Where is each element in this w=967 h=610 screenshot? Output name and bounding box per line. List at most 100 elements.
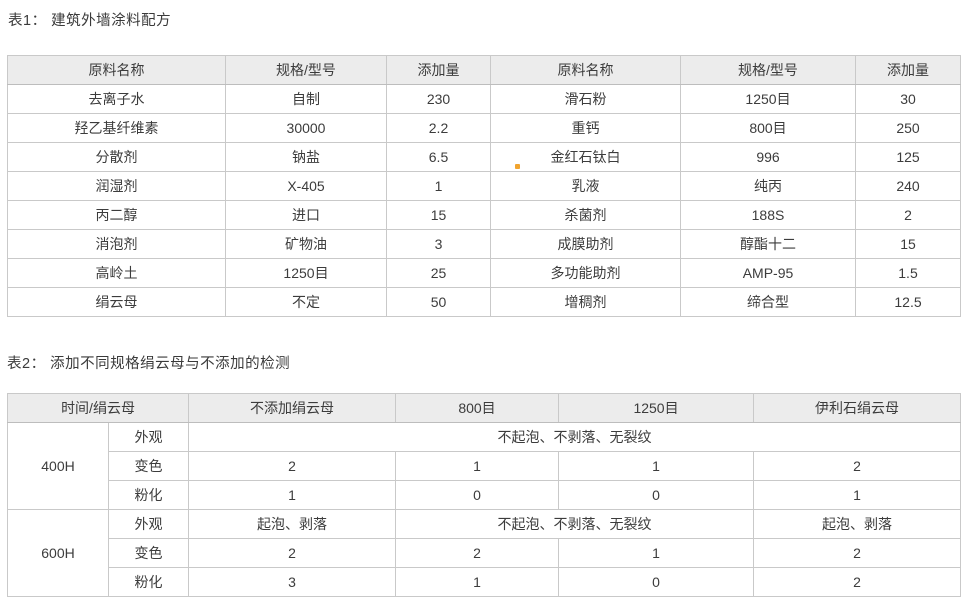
table1-cell: 不定: [225, 287, 387, 317]
table2-cell: 2: [188, 538, 397, 568]
formula-table-header-row: 原料名称 规格/型号 添加量 原料名称 规格/型号 添加量: [7, 55, 961, 85]
column-header: 时间/绢云母: [6, 393, 190, 423]
table1-cell: 30000: [225, 113, 387, 143]
table-row: 绢云母 不定 50 增稠剂 缔合型 12.5: [7, 287, 961, 317]
table-row: 400H 外观 不起泡、不剥落、无裂纹: [7, 422, 962, 510]
metric-label-cell: 外观: [107, 422, 190, 452]
table1-cell: 高岭土: [7, 258, 226, 288]
table1-cell: 1.5: [855, 258, 961, 288]
table2-cell: 起泡、剥落: [753, 509, 962, 539]
table1-cell: 多功能助剂: [490, 258, 681, 288]
table1-cell: 240: [855, 171, 961, 201]
table2-cell: 1: [395, 567, 560, 597]
table-row: 润湿剂 X-405 1 乳液 纯丙 240: [7, 171, 961, 201]
table1-cell: 缔合型: [680, 287, 856, 317]
table1-cell: 杀菌剂: [490, 200, 681, 230]
table-row: 分散剂 钠盐 6.5 金红石钛白 996 125: [7, 142, 961, 172]
table2-title: 表2： 添加不同规格绢云母与不添加的检测: [7, 356, 291, 372]
table2-cell: 2: [753, 451, 962, 481]
table-row: 丙二醇 进口 15 杀菌剂 188S 2: [7, 200, 961, 230]
table1-cell: 增稠剂: [490, 287, 681, 317]
column-header: 规格/型号: [680, 55, 856, 85]
test-table: 时间/绢云母 不添加绢云母 800目 1250目 伊利石绢云母 400H 外观 不起泡、不剥…: [6, 393, 962, 597]
table1-cell: 800目: [680, 113, 856, 143]
table1-cell: 乳液: [490, 171, 681, 201]
time-cell: 400H: [7, 422, 109, 510]
table1-cell: 重钙: [490, 113, 681, 143]
table1-cell: AMP-95: [680, 258, 856, 288]
table1-cell: 去离子水: [7, 84, 226, 114]
table2-cell: 2: [753, 538, 962, 568]
table1-cell: 2.2: [386, 113, 491, 143]
table1-cell: 钠盐: [225, 142, 387, 172]
table1-cell: 羟乙基纤维素: [7, 113, 226, 143]
table1-cell: 2: [855, 200, 961, 230]
table1-cell: 1250目: [225, 258, 387, 288]
table2-cell: 2: [395, 538, 560, 568]
table1-cell: 3: [386, 229, 491, 259]
table1-cell: 30: [855, 84, 961, 114]
column-header: 添加量: [855, 55, 961, 85]
table2-cell: 2: [753, 567, 962, 597]
table1-cell: 绢云母: [7, 287, 226, 317]
table2-cell: 0: [558, 480, 755, 510]
table-row: 变色 2 1 1 2: [8, 451, 962, 481]
table1-cell: 分散剂: [7, 142, 226, 172]
table-row: 600H 外观 起泡、剥落 不起泡、不剥落、无裂纹 起泡、剥落: [7, 509, 962, 597]
table1-cell: 188S: [680, 200, 856, 230]
table-row: 高岭土 1250目 25 多功能助剂 AMP-95 1.5: [7, 258, 961, 288]
metric-label-cell: 变色: [107, 538, 190, 568]
column-header: 不添加绢云母: [188, 393, 397, 423]
time-cell: 600H: [7, 509, 109, 597]
orange-dot-marker: [515, 164, 520, 169]
table1-cell: 消泡剂: [7, 229, 226, 259]
metric-label-cell: 粉化: [107, 480, 190, 510]
table1-cell: 996: [680, 142, 856, 172]
table1-cell: 15: [386, 200, 491, 230]
table2-cell: 不起泡、不剥落、无裂纹: [395, 509, 755, 539]
table2-cell: 起泡、剥落: [188, 509, 397, 539]
table2-cell: 2: [188, 451, 397, 481]
table1-cell: 金红石钛白: [490, 142, 681, 172]
table2-cell: 不起泡、不剥落、无裂纹: [188, 422, 962, 452]
metric-label-cell: 变色: [107, 451, 190, 481]
metric-label-cell: 粉化: [107, 567, 190, 597]
formula-table-body: 去离子水 自制 230 滑石粉 1250目 30 羟乙基纤维素 30000 2.2 重钙 800目 2…: [7, 84, 961, 317]
column-header: 规格/型号: [225, 55, 387, 85]
table1-cell: 醇酯十二: [680, 229, 856, 259]
table2-cell: 1: [558, 538, 755, 568]
table2-cell: 0: [558, 567, 755, 597]
test-table-header-row: 时间/绢云母 不添加绢云母 800目 1250目 伊利石绢云母: [6, 393, 962, 423]
table1-cell: 成膜助剂: [490, 229, 681, 259]
table1-cell: 230: [386, 84, 491, 114]
table1-cell: 15: [855, 229, 961, 259]
table1-cell: 1: [386, 171, 491, 201]
table-row: 粉化 1 0 0 1: [8, 480, 962, 510]
metric-label-cell: 外观: [107, 509, 190, 539]
table1-cell: 丙二醇: [7, 200, 226, 230]
table1-cell: 矿物油: [225, 229, 387, 259]
table1-cell: 1250目: [680, 84, 856, 114]
column-header: 伊利石绢云母: [753, 393, 962, 423]
column-header: 原料名称: [490, 55, 681, 85]
column-header: 原料名称: [7, 55, 226, 85]
table1-cell: 自制: [225, 84, 387, 114]
table2-cell: 1: [753, 480, 962, 510]
table2-cell: 1: [558, 451, 755, 481]
table1-cell: 250: [855, 113, 961, 143]
table1-cell: 50: [386, 287, 491, 317]
table2-cell: 3: [188, 567, 397, 597]
table1-cell: X-405: [225, 171, 387, 201]
test-table-body: 400H 外观 不起泡、不剥落、无裂纹 变色 2 1 1 2 粉化 1 0 0 1 600H 外观 起泡、剥落…: [7, 422, 962, 597]
table2-cell: 1: [395, 451, 560, 481]
table1-cell: 12.5: [855, 287, 961, 317]
table1-cell: 滑石粉: [490, 84, 681, 114]
table1-cell: 纯丙: [680, 171, 856, 201]
formula-table: 原料名称 规格/型号 添加量 原料名称 规格/型号 添加量 去离子水 自制 230 滑石粉 125…: [7, 55, 961, 317]
table-row: 去离子水 自制 230 滑石粉 1250目 30: [7, 84, 961, 114]
table2-cell: 0: [395, 480, 560, 510]
table-row: 变色 2 2 1 2: [8, 538, 962, 568]
table-row: 消泡剂 矿物油 3 成膜助剂 醇酯十二 15: [7, 229, 961, 259]
table-row: 粉化 3 1 0 2: [8, 567, 962, 597]
